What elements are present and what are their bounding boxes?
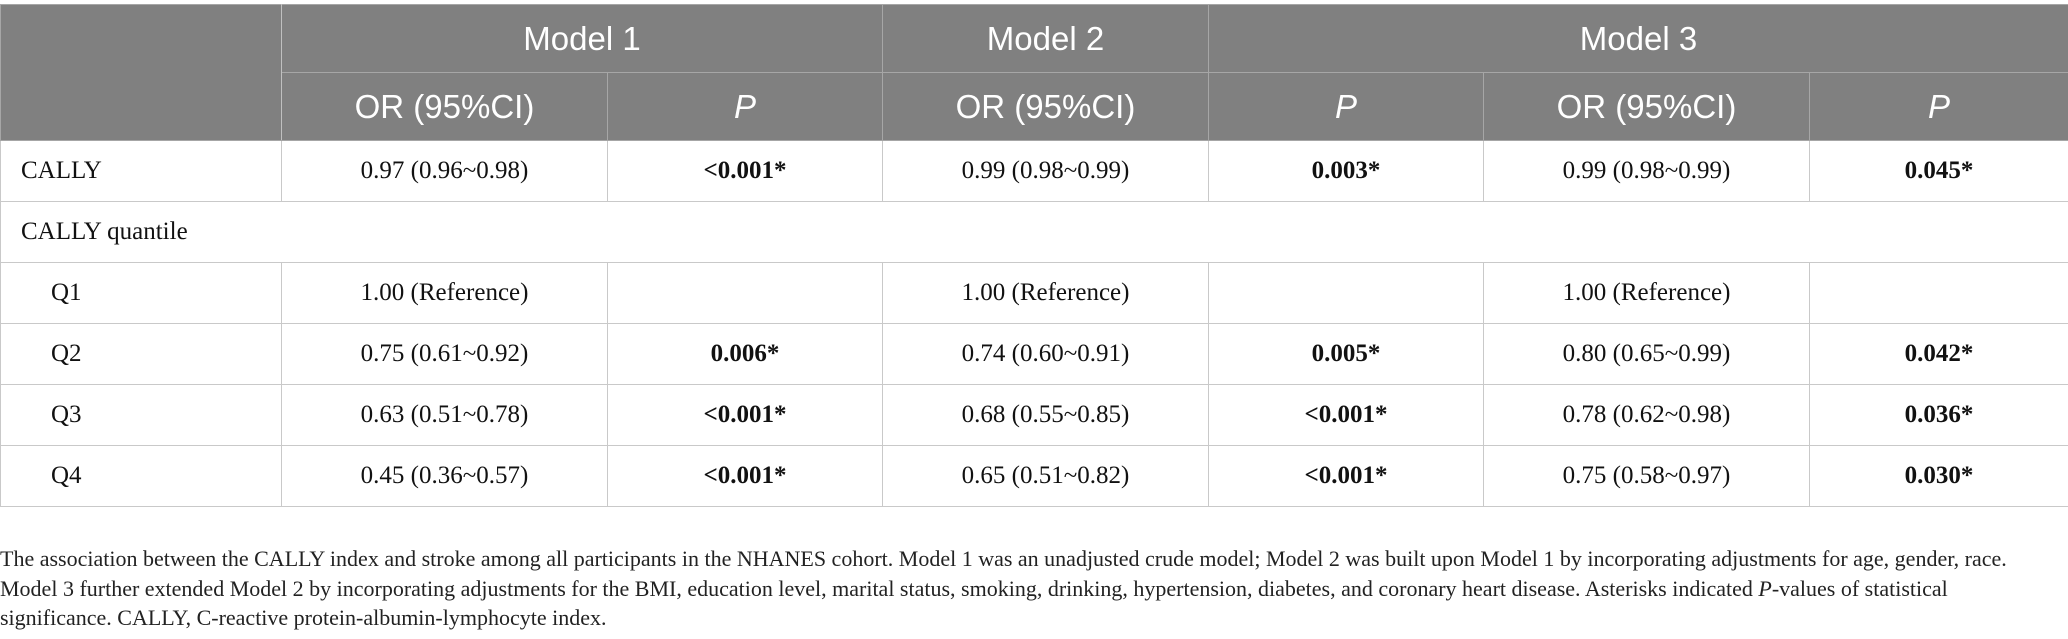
table-body: CALLY 0.97 (0.96~0.98) <0.001* 0.99 (0.9… — [0, 140, 2068, 507]
cell-m3-p — [1809, 262, 2068, 324]
header-row-groups: Model 1 Model 2 Model 3 — [0, 4, 2068, 141]
row-label: Q3 — [0, 384, 282, 446]
table-row-q4: Q4 0.45 (0.36~0.57) <0.001* 0.65 (0.51~0… — [0, 445, 2068, 507]
table-row-cally: CALLY 0.97 (0.96~0.98) <0.001* 0.99 (0.9… — [0, 140, 2068, 202]
cell-m1-or: 0.63 (0.51~0.78) — [281, 384, 608, 446]
cell-m2-or: 0.74 (0.60~0.91) — [882, 323, 1209, 385]
subheader-m1-p: P — [607, 72, 883, 141]
header-corner-cell — [0, 4, 282, 141]
cell-m2-or: 0.99 (0.98~0.99) — [882, 140, 1209, 202]
cell-m3-or: 0.80 (0.65~0.99) — [1483, 323, 1810, 385]
cell-m1-p: 0.006* — [607, 323, 883, 385]
cell-m3-or: 0.75 (0.58~0.97) — [1483, 445, 1810, 507]
footnote-p-italic: P — [1758, 575, 1772, 601]
cell-m3-or: 0.99 (0.98~0.99) — [1483, 140, 1810, 202]
table-row-q3: Q3 0.63 (0.51~0.78) <0.001* 0.68 (0.55~0… — [0, 384, 2068, 446]
cell-m2-or: 0.65 (0.51~0.82) — [882, 445, 1209, 507]
table-row-q2: Q2 0.75 (0.61~0.92) 0.006* 0.74 (0.60~0.… — [0, 323, 2068, 385]
cell-m3-p: 0.036* — [1809, 384, 2068, 446]
row-label: Q1 — [0, 262, 282, 324]
cell-m2-p: 0.003* — [1208, 140, 1484, 202]
header-model-3: Model 3 — [1208, 4, 2068, 73]
section-label: CALLY quantile — [0, 201, 2068, 263]
header-model-2: Model 2 — [882, 4, 1209, 73]
subheader-m2-p: P — [1208, 72, 1484, 141]
cell-m2-or: 0.68 (0.55~0.85) — [882, 384, 1209, 446]
cell-m3-or: 0.78 (0.62~0.98) — [1483, 384, 1810, 446]
table-row-quantile-section: CALLY quantile — [0, 201, 2068, 263]
cell-m2-p — [1208, 262, 1484, 324]
subheader-m1-or: OR (95%CI) — [281, 72, 608, 141]
cell-m1-p: <0.001* — [607, 445, 883, 507]
row-label: Q4 — [0, 445, 282, 507]
cell-m1-p: <0.001* — [607, 140, 883, 202]
header-row-stats: OR (95%CI) P OR (95%CI) P OR (95%CI) P — [1, 72, 2068, 141]
cell-m2-p: 0.005* — [1208, 323, 1484, 385]
subheader-m2-or: OR (95%CI) — [882, 72, 1209, 141]
footnote-text: The association between the CALLY index … — [0, 546, 2007, 601]
cell-m2-p: <0.001* — [1208, 384, 1484, 446]
cell-m1-or: 0.45 (0.36~0.57) — [281, 445, 608, 507]
cell-m3-p: 0.045* — [1809, 140, 2068, 202]
cell-m3-p: 0.042* — [1809, 323, 2068, 385]
cell-m2-p: <0.001* — [1208, 445, 1484, 507]
results-table: Model 1 Model 2 Model 3 OR (95%CI) P OR … — [0, 4, 2068, 507]
table-header: Model 1 Model 2 Model 3 OR (95%CI) P OR … — [0, 4, 2068, 141]
row-label: Q2 — [0, 323, 282, 385]
cell-m1-p — [607, 262, 883, 324]
cell-m1-p: <0.001* — [607, 384, 883, 446]
cell-m3-or: 1.00 (Reference) — [1483, 262, 1810, 324]
cell-m1-or: 0.97 (0.96~0.98) — [281, 140, 608, 202]
cell-m1-or: 1.00 (Reference) — [281, 262, 608, 324]
cell-m3-p: 0.030* — [1809, 445, 2068, 507]
footnote-text-end: -values of statistical significance. CAL… — [0, 575, 1948, 631]
cell-m2-or: 1.00 (Reference) — [882, 262, 1209, 324]
table-row-q1: Q1 1.00 (Reference) 1.00 (Reference) 1.0… — [0, 262, 2068, 324]
subheader-m3-or: OR (95%CI) — [1483, 72, 1810, 141]
cell-m1-or: 0.75 (0.61~0.92) — [281, 323, 608, 385]
row-label: CALLY — [0, 140, 282, 202]
subheader-m3-p: P — [1809, 72, 2068, 141]
header-model-1: Model 1 — [281, 4, 883, 73]
table-footnote: The association between the CALLY index … — [0, 544, 2060, 633]
